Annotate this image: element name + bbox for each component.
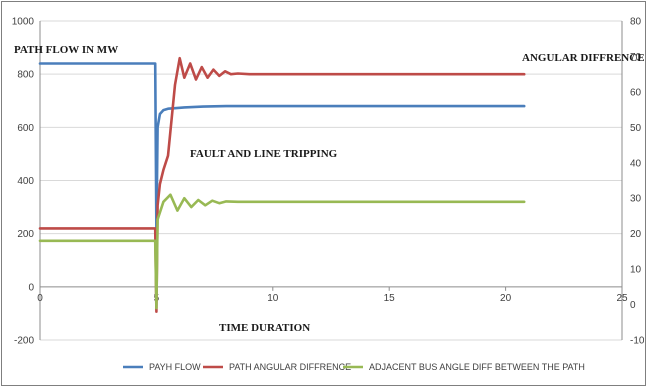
time-duration-annotation: TIME DURATION: [219, 322, 310, 334]
right-tick-label: 40: [630, 158, 642, 169]
series-line-2: [38, 56, 526, 313]
x-tick-label: 25: [616, 293, 628, 304]
left-tick-label: 800: [17, 70, 34, 81]
series-lines: [38, 56, 526, 313]
right-tick-label: 80: [630, 17, 642, 28]
left-axis-annotation: PATH FLOW IN MW: [14, 44, 118, 56]
left-tick-label: 200: [17, 229, 34, 240]
legend: PAYH FLOW PATH ANGULAR DIFFRENCE ADJACENT …: [123, 362, 585, 372]
legend-label-1: PAYH FLOW: [149, 362, 201, 372]
right-tick-label: 10: [630, 265, 642, 276]
legend-label-3: ADJACENT BUS ANGLE DIFF BETWEEN THE PATH: [369, 362, 585, 372]
x-tick-label: 0: [37, 293, 43, 304]
grid-lines: [40, 20, 622, 341]
left-tick-label: 1000: [12, 17, 35, 28]
x-tick-label: 20: [500, 293, 512, 304]
right-tick-label: 50: [630, 123, 642, 134]
right-tick-label: 20: [630, 229, 642, 240]
fault-annotation: FAULT AND LINE TRIPPING: [190, 148, 338, 160]
left-tick-label: 600: [17, 123, 34, 134]
left-tick-label: 400: [17, 176, 34, 187]
right-axis-annotation: ANGULAR DIFFRENCE: [522, 52, 645, 64]
axes: [39, 21, 623, 340]
x-axis-tick-labels: 0 5 10 15 20 25: [37, 293, 628, 304]
left-axis-tick-labels: -200 0 200 400 600 800 1000: [12, 17, 35, 347]
right-tick-label: 0: [630, 300, 636, 311]
left-tick-label: -200: [14, 336, 34, 347]
x-tick-label: 10: [267, 293, 279, 304]
right-tick-label: 70: [630, 52, 642, 63]
x-tick-label: 15: [384, 293, 396, 304]
left-tick-label: 0: [28, 282, 34, 293]
right-tick-label: 60: [630, 87, 642, 98]
series-line-3: [38, 193, 526, 310]
right-tick-label: 30: [630, 194, 642, 205]
right-tick-label: -10: [630, 336, 645, 347]
right-axis-tick-labels: -10 0 10 20 30 40 50 60 70 80: [630, 17, 645, 347]
legend-label-2: PATH ANGULAR DIFFRENCE: [229, 362, 351, 372]
